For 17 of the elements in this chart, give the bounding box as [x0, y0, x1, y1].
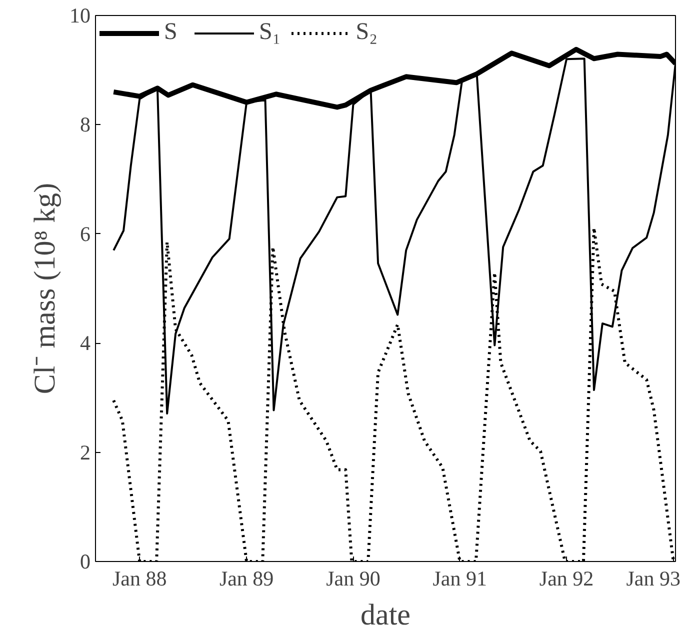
legend-label: S₁ [259, 19, 281, 46]
y-tick-label: 2 [80, 440, 90, 464]
x-tick-label: Jan 93 [626, 566, 681, 590]
x-tick-label: Jan 92 [539, 566, 594, 590]
y-axis-title: Cl⁻ mass (10⁸ kg) [28, 182, 62, 394]
x-tick-label: Jan 89 [219, 566, 274, 590]
legend-label: S₂ [356, 19, 378, 46]
x-tick-label: Jan 88 [112, 566, 167, 590]
x-tick-label: Jan 90 [326, 566, 380, 590]
legend-label: S [164, 19, 178, 46]
y-tick-label: 4 [80, 331, 91, 356]
x-tick-label: Jan 91 [432, 566, 487, 590]
y-tick-label: 10 [70, 4, 90, 28]
y-tick-label: 6 [80, 222, 90, 246]
y-tick-label: 0 [80, 550, 90, 574]
x-axis-title: date [360, 598, 410, 632]
y-tick-label: 8 [80, 112, 90, 137]
